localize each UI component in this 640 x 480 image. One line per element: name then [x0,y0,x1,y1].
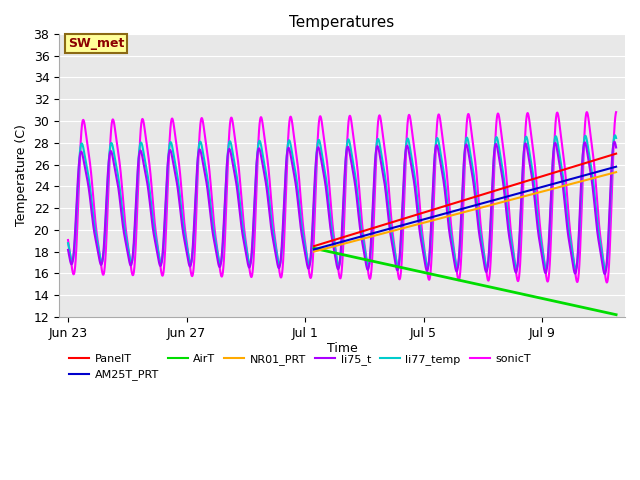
X-axis label: Time: Time [326,342,358,355]
Legend: PanelT, AM25T_PRT, AirT, NR01_PRT, li75_t, li77_temp, sonicT: PanelT, AM25T_PRT, AirT, NR01_PRT, li75_… [65,349,535,385]
Text: SW_met: SW_met [68,36,124,49]
Title: Temperatures: Temperatures [289,15,395,30]
Y-axis label: Temperature (C): Temperature (C) [15,124,28,227]
